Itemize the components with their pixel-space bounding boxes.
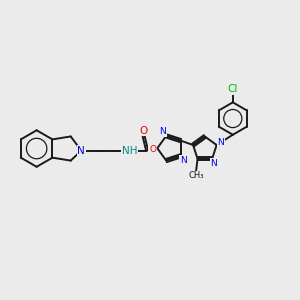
Text: N: N <box>218 138 224 147</box>
Text: Cl: Cl <box>228 84 238 94</box>
Text: CH₃: CH₃ <box>188 171 204 180</box>
Text: N: N <box>159 127 166 136</box>
Text: N: N <box>180 156 186 165</box>
Text: O: O <box>140 126 148 136</box>
Text: NH: NH <box>122 146 138 156</box>
Text: N: N <box>77 146 85 156</box>
Text: O: O <box>149 145 156 154</box>
Text: N: N <box>211 159 217 168</box>
